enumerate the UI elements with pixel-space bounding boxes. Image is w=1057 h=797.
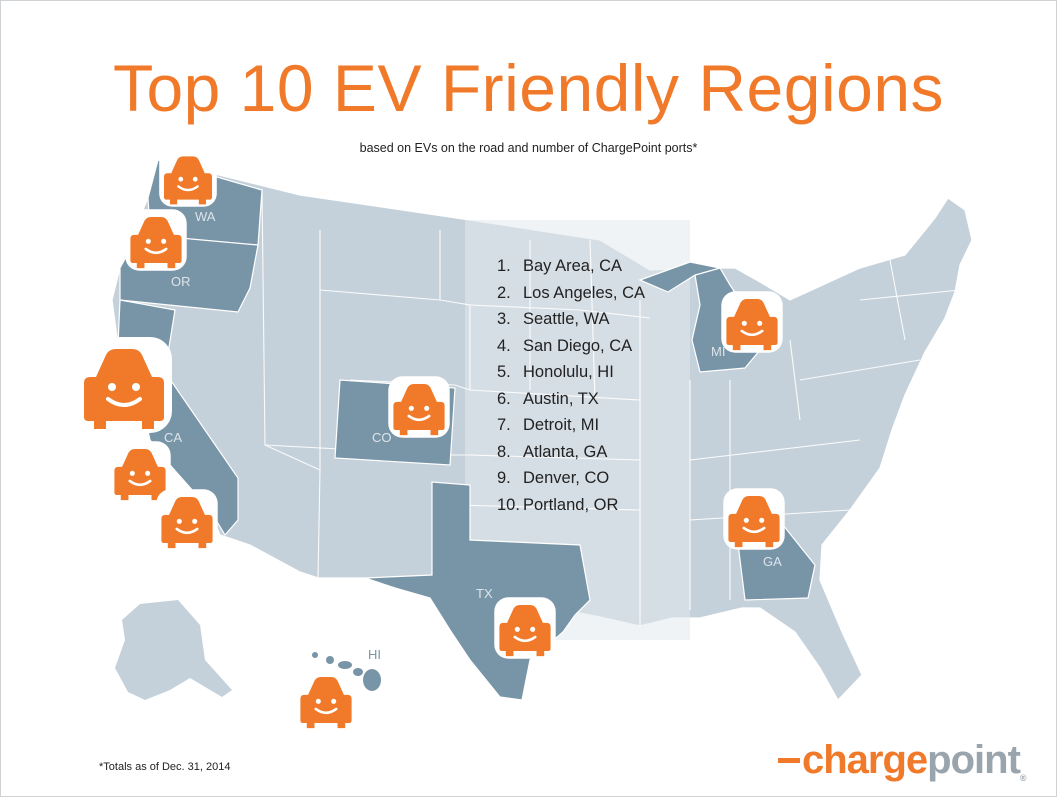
smiling-car-icon <box>493 596 557 660</box>
state-borders <box>261 189 961 626</box>
ranking-number: 3. <box>497 310 511 328</box>
label-tx: TX <box>476 586 493 601</box>
ranking-item: 1. Bay Area, CA <box>497 255 645 282</box>
logo-text-charge: charge <box>802 738 928 782</box>
ranking-number: 7. <box>497 416 511 434</box>
ranking-region: Atlanta, GA <box>523 442 608 461</box>
label-mi: MI <box>711 344 725 359</box>
smiling-car-icon <box>108 440 172 504</box>
ranking-item: 6. Austin, TX <box>497 388 645 415</box>
ranking-region: Honolulu, HI <box>523 363 614 381</box>
label-co: CO <box>372 430 392 445</box>
ranking-number: 5. <box>497 363 511 381</box>
ranking-region: Portland, OR <box>523 495 619 514</box>
ranking-region: Detroit, MI <box>523 416 600 434</box>
state-ak <box>115 600 232 700</box>
ranking-number: 8. <box>497 442 511 461</box>
label-ca: CA <box>164 430 182 445</box>
smiling-car-icon <box>387 375 451 439</box>
ranking-item: 7. Detroit, MI <box>497 414 645 441</box>
ranking-item: 4. San Diego, CA <box>497 335 645 362</box>
footnote: *Totals as of Dec. 31, 2014 <box>99 761 231 773</box>
smiling-car-icon <box>74 335 174 435</box>
smiling-car-icon <box>158 148 218 208</box>
smiling-car-icon <box>294 668 358 732</box>
ranking-number: 1. <box>497 257 511 275</box>
ranking-region: Austin, TX <box>523 389 599 408</box>
state-mi-upper <box>638 261 721 293</box>
ranking-item: 9. Denver, CO <box>497 467 645 494</box>
chargepoint-logo: chargepoint® <box>778 738 1026 783</box>
ranking-number: 6. <box>497 389 511 408</box>
ranking-region: Seattle, WA <box>523 310 610 328</box>
label-wa: WA <box>195 209 216 224</box>
logo-dash <box>778 757 800 763</box>
ranking-list: 1. Bay Area, CA 2. Los Angeles, CA 3. Seatt… <box>497 255 645 520</box>
ranking-number: 2. <box>497 283 511 302</box>
ranking-item: 5. Honolulu, HI <box>497 361 645 388</box>
logo-text-point: point <box>927 738 1021 782</box>
ranking-region: Los Angeles, CA <box>523 283 645 302</box>
ranking-number: 4. <box>497 336 511 355</box>
label-ga: GA <box>763 554 782 569</box>
ranking-item: 10. Portland, OR <box>497 494 645 521</box>
ranking-number: 9. <box>497 469 511 487</box>
ranking-number: 10. <box>497 495 520 514</box>
page-subtitle: based on EVs on the road and number of C… <box>359 141 698 155</box>
smiling-car-icon <box>155 488 219 552</box>
ranking-item: 2. Los Angeles, CA <box>497 282 645 309</box>
label-hi: HI <box>368 647 381 662</box>
label-or: OR <box>171 274 191 289</box>
ranking-item: 3. Seattle, WA <box>497 308 645 335</box>
smiling-car-icon <box>720 290 784 354</box>
state-hi <box>312 652 381 691</box>
logo-trademark: ® <box>1019 773 1027 783</box>
ranking-item: 8. Atlanta, GA <box>497 441 645 468</box>
smiling-car-icon <box>124 208 188 272</box>
ranking-region: Denver, CO <box>523 469 610 487</box>
ranking-region: Bay Area, CA <box>523 257 623 275</box>
page-title: Top 10 EV Friendly Regions <box>112 51 945 125</box>
ranking-region: San Diego, CA <box>523 336 633 355</box>
smiling-car-icon <box>722 487 786 551</box>
